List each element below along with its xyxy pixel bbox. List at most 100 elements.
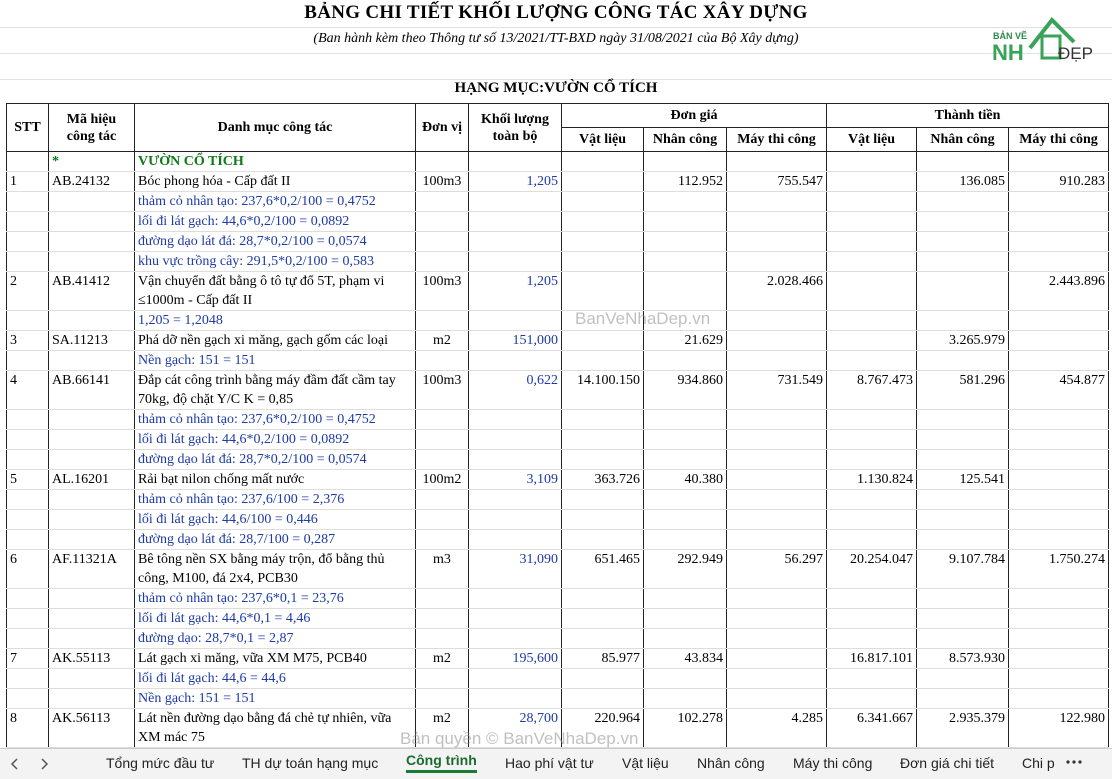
sheet-tab[interactable]: Công trình	[406, 752, 477, 773]
detail-text: lối đi lát gạch: 44,6 = 44,6	[134, 668, 416, 689]
cell	[415, 251, 469, 272]
cell	[48, 191, 135, 212]
cell: 151,000	[468, 330, 562, 351]
cell	[726, 211, 827, 232]
cell: m2	[415, 330, 469, 351]
section-title: HẠNG MỤC:VƯỜN CỔ TÍCH	[454, 80, 658, 96]
cell	[415, 191, 469, 212]
cell	[415, 409, 469, 430]
cell	[726, 489, 827, 510]
cell	[726, 231, 827, 252]
cell	[726, 409, 827, 430]
detail-row: Nền gạch: 151 = 151	[6, 688, 1109, 709]
cell	[468, 151, 562, 172]
cell	[726, 310, 827, 331]
cell	[6, 608, 49, 629]
sheet-table-area: STT Mã hiệu công tác Danh mục công tác Đ…	[6, 103, 1110, 748]
detail-row: lối đi lát gạch: 44,6/100 = 0,446	[6, 509, 1109, 530]
cell	[48, 211, 135, 232]
sheet-title: BẢNG CHI TIẾT KHỐI LƯỢNG CÔNG TÁC XÂY DỰ…	[304, 2, 808, 23]
cell: 14.100.150	[561, 370, 644, 410]
cell	[916, 608, 1009, 629]
cell	[415, 231, 469, 252]
sheet-tab[interactable]: TH dự toán hạng mục	[242, 755, 379, 771]
cell: 100m3	[415, 271, 469, 311]
cell	[561, 191, 644, 212]
col-header: Khối lượng toàn bộ	[468, 103, 562, 152]
sheet-tab[interactable]: Chi phí	[1022, 755, 1055, 771]
cell: 2	[6, 271, 49, 311]
tab-nav[interactable]	[0, 749, 60, 779]
sheet-tab[interactable]: Nhân công	[697, 755, 765, 771]
cell: SA.11213	[48, 330, 135, 351]
sheet-tab[interactable]: Đơn giá chi tiết	[900, 755, 995, 771]
sheet-subtitle: (Ban hành kèm theo Thông tư số 13/2021/T…	[313, 31, 799, 46]
cell: 3	[6, 330, 49, 351]
cell	[48, 350, 135, 371]
cell	[48, 529, 135, 550]
cell	[643, 409, 727, 430]
col-header: Nhân công	[643, 127, 727, 152]
detail-row: lối đi lát gạch: 44,6*0,2/100 = 0,0892	[6, 211, 1109, 232]
cell	[916, 688, 1009, 709]
cell	[561, 409, 644, 430]
logo-text: ĐẸP	[1058, 44, 1093, 63]
cell	[561, 330, 644, 351]
cell	[826, 310, 917, 331]
cell	[415, 688, 469, 709]
more-tabs[interactable]	[1060, 749, 1090, 779]
cell: 100m3	[415, 171, 469, 192]
cell	[916, 310, 1009, 331]
cell: 1.750.274	[1008, 549, 1109, 589]
cell: AB.66141	[48, 370, 135, 410]
cell	[415, 529, 469, 550]
sheet-tab[interactable]: Vật liệu	[622, 755, 669, 771]
cell	[726, 509, 827, 530]
cell	[726, 688, 827, 709]
cell	[826, 171, 917, 192]
cell	[561, 429, 644, 450]
detail-text: 1,205 = 1,2048	[134, 310, 416, 331]
cell	[826, 409, 917, 430]
cell: AK.55113	[48, 648, 135, 669]
detail-text: lối đi lát gạch: 44,6*0,1 = 4,46	[134, 608, 416, 629]
cell	[826, 688, 917, 709]
cell	[468, 529, 562, 550]
item-row: 4 AB.66141 Đắp cát công trình bằng máy đầm…	[6, 370, 1109, 410]
cell	[561, 271, 644, 311]
cell: Phá dỡ nền gạch xi măng, gạch gốm các lo…	[134, 330, 416, 351]
detail-row: Nền gạch: 151 = 151	[6, 350, 1109, 371]
cell: 220.964	[561, 708, 644, 748]
cell: 100m3	[415, 370, 469, 410]
cell	[916, 251, 1009, 272]
cell	[643, 191, 727, 212]
cell: 112.952	[643, 171, 727, 192]
cell: 1.130.824	[826, 469, 917, 490]
section-row: * VƯỜN CỔ TÍCH	[6, 151, 1109, 172]
sheet-tab[interactable]: Hao phí vật tư	[505, 755, 594, 771]
cell	[916, 449, 1009, 470]
sheet-tab[interactable]: Máy thi công	[793, 755, 873, 771]
cell	[6, 688, 49, 709]
cell	[415, 449, 469, 470]
cell	[643, 509, 727, 530]
col-header: Máy thi công	[1008, 127, 1109, 152]
cell: 731.549	[726, 370, 827, 410]
cell: AB.41412	[48, 271, 135, 311]
cell	[643, 588, 727, 609]
cell	[826, 251, 917, 272]
cell	[561, 310, 644, 331]
cell	[561, 668, 644, 689]
cell	[726, 588, 827, 609]
group-header: Đơn giá	[561, 103, 827, 128]
cell	[415, 608, 469, 629]
logo-text: BẢN VẼ	[993, 31, 1028, 41]
cell: 40.380	[643, 469, 727, 490]
sheet-tab[interactable]: Tổng mức đầu tư	[106, 755, 215, 771]
cell	[48, 608, 135, 629]
cell	[1008, 211, 1109, 232]
cell: 4.285	[726, 708, 827, 748]
detail-text: đường dạo lát đá: 28,7*0,2/100 = 0,0574	[134, 231, 416, 252]
detail-row: đường dạo: 28,7*0,1 = 2,87	[6, 628, 1109, 649]
